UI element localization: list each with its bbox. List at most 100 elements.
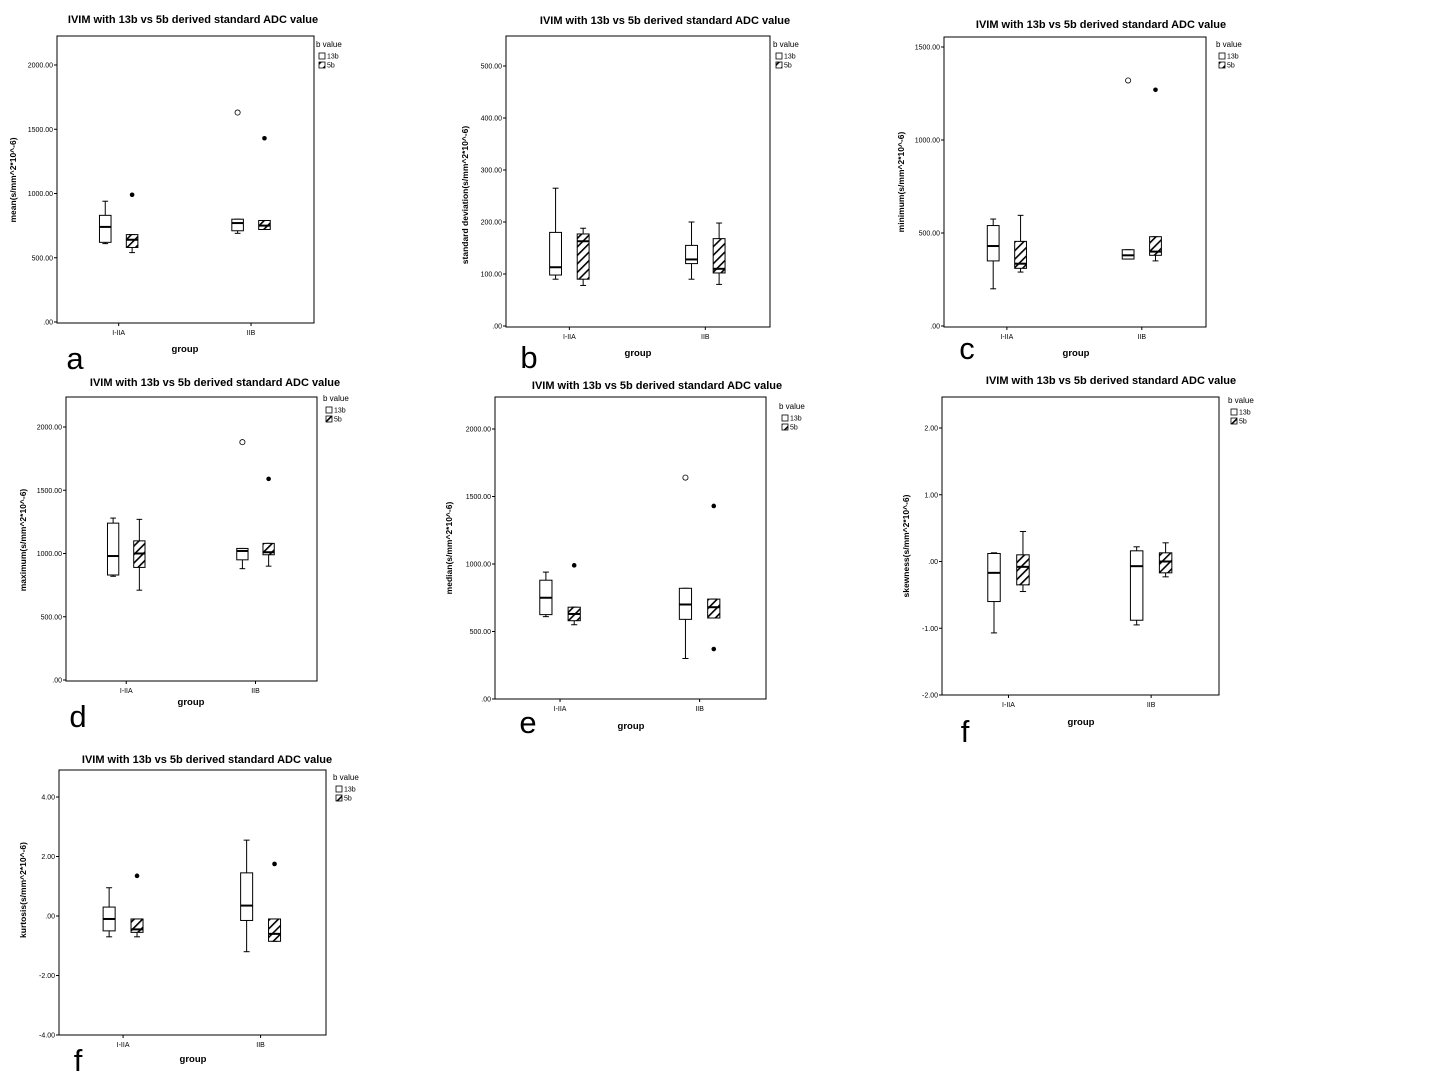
y-axis-label: maximum(s/mm^2*10^-6): [18, 489, 28, 592]
chart-panel-d-3: IVIM with 13b vs 5b derived standard ADC…: [18, 377, 349, 734]
outlier-point: [266, 476, 271, 482]
y-tick-label: .00: [930, 324, 940, 331]
legend-swatch-13b: [775, 52, 783, 60]
x-tick-label: I-IIA: [1000, 334, 1013, 341]
panel-letter: f: [74, 1043, 83, 1078]
legend-swatch-5b: [335, 794, 343, 802]
legend-swatch-13b: [1218, 52, 1226, 60]
plot-frame: [943, 36, 1207, 328]
box-13b-I-IIA: [539, 571, 553, 618]
y-axis-label: kurtosis(s/mm^2*10^-6): [18, 842, 28, 938]
box-iqr: [106, 522, 120, 576]
x-tick-label: IIB: [256, 1042, 265, 1049]
y-tick-label: 4.00: [41, 795, 55, 802]
box-13b-I-IIA: [102, 887, 116, 938]
y-tick-label: 1500.00: [28, 127, 53, 134]
box-13b-IIB: [236, 439, 249, 570]
chart-panel-a-0: IVIM with 13b vs 5b derived standard ADC…: [8, 14, 342, 376]
outlier-point: [1153, 87, 1158, 93]
y-tick-label: 2000.00: [28, 63, 53, 70]
x-axis-label: group: [1063, 348, 1090, 359]
box-5b-I-IIA: [125, 192, 139, 254]
x-tick-label: I-IIA: [563, 334, 576, 341]
box-iqr: [987, 552, 1001, 603]
x-tick-label: IIB: [251, 688, 260, 695]
chart-title: IVIM with 13b vs 5b derived standard ADC…: [976, 19, 1226, 31]
x-tick-label: I-IIA: [554, 706, 567, 713]
y-tick-label: 400.00: [481, 116, 503, 123]
outlier-point: [571, 563, 577, 568]
plot-frame: [494, 396, 767, 700]
y-tick-label: 300.00: [481, 168, 503, 175]
box-iqr: [125, 234, 139, 248]
legend-title: b value: [316, 40, 342, 49]
legend-swatch-13b: [335, 785, 343, 793]
legend-title: b value: [1216, 40, 1242, 49]
legend-swatch-13b: [1230, 408, 1238, 416]
y-tick-label: .00: [43, 320, 53, 327]
legend-title: b value: [333, 773, 359, 782]
box-5b-I-IIA: [1014, 214, 1027, 273]
y-axis-label: standard deviation(s/mm^2*10^-6): [460, 126, 470, 265]
panel-letter: f: [961, 714, 970, 749]
y-tick-label: 1500.00: [915, 45, 940, 52]
box-iqr: [549, 231, 563, 276]
legend-title: b value: [773, 40, 799, 49]
x-tick-label: I-IIA: [117, 1042, 130, 1049]
outlier-point: [711, 646, 717, 652]
box-iqr: [576, 233, 590, 280]
y-tick-label: 500.00: [32, 255, 54, 262]
legend-swatch-5b: [1218, 61, 1226, 69]
y-tick-label: -2.00: [922, 693, 938, 700]
box-13b-I-IIA: [98, 200, 112, 245]
box-iqr: [1129, 550, 1144, 621]
legend-label-13b: 13b: [784, 54, 796, 61]
box-iqr: [712, 238, 726, 274]
box-5b-IIB: [262, 476, 275, 567]
y-tick-label: .00: [481, 697, 491, 704]
chart-title: IVIM with 13b vs 5b derived standard ADC…: [986, 375, 1236, 387]
x-tick-label: IIB: [701, 334, 710, 341]
y-tick-label: 500.00: [481, 64, 503, 71]
y-tick-label: 200.00: [481, 220, 503, 227]
y-tick-label: 500.00: [41, 614, 63, 621]
panel-letter: e: [519, 705, 536, 740]
legend-swatch-5b: [318, 61, 326, 69]
chart-panel-e-4: IVIM with 13b vs 5b derived standard ADC…: [444, 380, 805, 740]
y-tick-label: 1000.00: [28, 191, 53, 198]
legend-label-5b: 5b: [790, 425, 798, 432]
box-iqr: [231, 218, 244, 232]
y-axis-label: mean(s/mm^2*10^-6): [8, 137, 18, 222]
box-5b-IIB: [712, 222, 726, 285]
box-5b-IIB: [1149, 87, 1162, 262]
box-13b-IIB: [231, 109, 244, 234]
chart-title: IVIM with 13b vs 5b derived standard ADC…: [532, 380, 782, 392]
x-tick-label: I-IIA: [112, 330, 125, 337]
legend-title: b value: [779, 402, 805, 411]
x-tick-label: I-IIA: [120, 688, 133, 695]
chart-title: IVIM with 13b vs 5b derived standard ADC…: [82, 754, 332, 766]
legend-label-13b: 13b: [327, 54, 339, 61]
y-tick-label: 100.00: [481, 272, 503, 279]
y-tick-label: 1500.00: [466, 494, 491, 501]
box-13b-I-IIA: [987, 552, 1001, 634]
y-axis-label: minimum(s/mm^2*10^-6): [896, 132, 906, 233]
y-tick-label: -1.00: [922, 626, 938, 633]
y-tick-label: .00: [52, 678, 62, 685]
legend-label-13b: 13b: [344, 787, 356, 794]
x-axis-label: group: [180, 1054, 207, 1065]
y-tick-label: .00: [45, 914, 55, 921]
box-5b-I-IIA: [130, 873, 144, 938]
legend-swatch-13b: [318, 52, 326, 60]
box-iqr: [236, 547, 249, 561]
outlier-point: [134, 873, 140, 879]
legend-label-5b: 5b: [327, 63, 335, 70]
x-tick-label: IIB: [1147, 702, 1156, 709]
box-iqr: [240, 872, 254, 921]
box-iqr: [1016, 554, 1030, 586]
y-tick-label: 500.00: [919, 231, 941, 238]
y-tick-label: 1000.00: [466, 562, 491, 569]
x-axis-label: group: [172, 344, 199, 355]
legend-label-13b: 13b: [1227, 54, 1239, 61]
legend-swatch-5b: [325, 415, 333, 423]
